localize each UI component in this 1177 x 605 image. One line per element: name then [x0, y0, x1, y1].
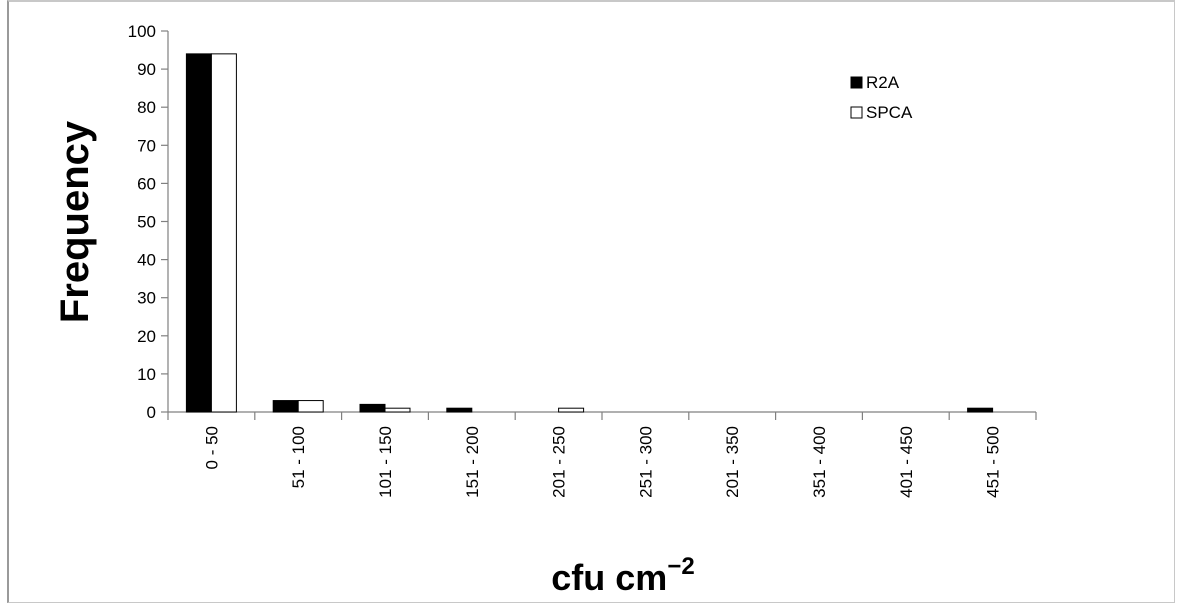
- legend-label: SPCA: [866, 103, 913, 122]
- y-axis-title: Frequency: [53, 120, 97, 323]
- bar-r2a: [967, 407, 994, 413]
- x-tick-label: 51 - 100: [289, 426, 308, 488]
- bar-spca: [384, 407, 411, 413]
- y-tick-label: 100: [128, 22, 156, 41]
- legend: R2A SPCA: [850, 73, 913, 122]
- y-tick-label: 90: [137, 60, 156, 79]
- y-tick-label: 80: [137, 98, 156, 117]
- y-ticks: 0 10 20 30 40 50 60 70 80 90 100: [128, 22, 168, 422]
- x-tick-label: 251 - 300: [636, 426, 655, 498]
- x-tick-label: 201 - 250: [550, 426, 569, 498]
- legend-swatch: [850, 76, 863, 89]
- y-tick-label: 20: [137, 327, 156, 346]
- bar-r2a: [272, 400, 299, 413]
- x-axis-title: cfu cm−2: [551, 553, 694, 598]
- y-tick-label: 10: [137, 365, 156, 384]
- y-tick-label: 30: [137, 289, 156, 308]
- x-axis-title-text: cfu cm: [551, 557, 667, 598]
- bar-r2a: [359, 403, 386, 413]
- x-tick-label: 351 - 400: [810, 426, 829, 498]
- legend-label: R2A: [866, 73, 900, 92]
- x-tick-label: 101 - 150: [376, 426, 395, 498]
- x-tick-label: 451 - 500: [984, 426, 1003, 498]
- bar-r2a: [446, 407, 473, 413]
- bar-spca: [558, 407, 585, 413]
- x-tick-label: 151 - 200: [463, 426, 482, 498]
- x-axis-title-superscript: −2: [667, 553, 694, 580]
- y-tick-label: 70: [137, 136, 156, 155]
- legend-swatch: [850, 106, 863, 119]
- bar-r2a: [185, 53, 212, 413]
- chart-frame: [7, 0, 1175, 603]
- y-tick-label: 60: [137, 174, 156, 193]
- axes: [167, 31, 1036, 413]
- y-tick-label: 0: [147, 403, 156, 422]
- bars: [185, 53, 994, 413]
- x-ticks: 0 - 50 51 - 100 101 - 150 151 - 200 201 - 25…: [167, 412, 1037, 498]
- y-tick-label: 40: [137, 251, 156, 270]
- x-tick-label: 201 - 350: [723, 426, 742, 498]
- x-tick-label: 401 - 450: [897, 426, 916, 498]
- bar-spca: [297, 400, 324, 413]
- x-tick-label: 0 - 50: [202, 426, 221, 469]
- y-tick-label: 50: [137, 213, 156, 232]
- bar-spca: [210, 53, 237, 413]
